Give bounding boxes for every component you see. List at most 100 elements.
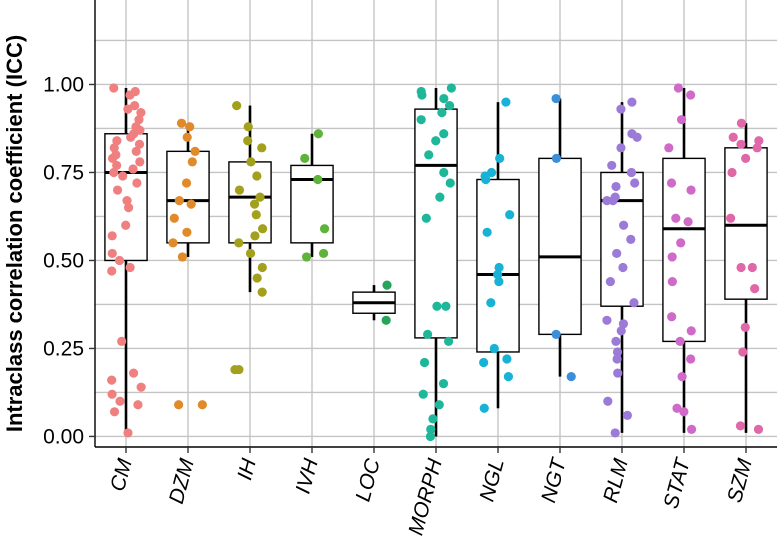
data-point-morph (435, 192, 445, 202)
data-point-rlm (612, 248, 622, 259)
data-point-cm (122, 196, 132, 206)
box-iqr (414, 108, 458, 339)
data-point-ngl (486, 298, 496, 308)
data-point-ih (250, 231, 260, 241)
x-tick-label-cm: CM (106, 456, 137, 494)
data-point-ivh (313, 174, 323, 185)
data-point-ih (257, 262, 267, 273)
data-point-morph (431, 136, 441, 146)
box-loc (352, 285, 396, 321)
data-point-stat (679, 407, 689, 417)
y-axis-ticks: 0.00 0.25 0.50 0.75 1.00 (43, 73, 95, 448)
data-point-rlm (602, 315, 612, 325)
data-point-cm (136, 108, 146, 118)
data-point-ivh (318, 248, 329, 259)
data-point-cm (112, 185, 123, 195)
data-point-stat (667, 252, 677, 262)
data-point-szm (750, 284, 760, 294)
x-tick-label-ih: IH (233, 456, 261, 483)
data-point-szm (752, 143, 762, 153)
data-point-morph (417, 90, 427, 100)
data-point-rlm (605, 276, 615, 287)
data-point-morph (438, 379, 449, 389)
y-tick-label: 0.75 (43, 161, 84, 184)
data-point-szm (735, 421, 746, 431)
data-point-szm (740, 322, 750, 332)
data-point-ih (243, 122, 253, 132)
data-point-rlm (622, 410, 633, 420)
box-iqr (166, 150, 210, 244)
data-point-ih (252, 273, 262, 283)
data-point-dzm (181, 178, 192, 188)
data-point-morph (426, 424, 436, 435)
data-point-rlm (618, 220, 629, 230)
data-point-cm (107, 375, 117, 385)
data-point-szm (747, 262, 757, 273)
x-axis-ticks: CM DZM IH IVH LOC MORPH NGL NGT RLM STAT SZM (106, 447, 757, 538)
data-point-stat (673, 83, 683, 93)
data-point-rlm (612, 347, 623, 357)
data-point-rlm (610, 428, 620, 438)
data-point-cm (117, 336, 127, 347)
data-point-ngl (479, 357, 489, 368)
data-point-morph (439, 129, 449, 139)
data-point-ngt (551, 93, 561, 104)
data-point-stat (686, 354, 696, 364)
data-point-dzm (185, 122, 195, 132)
data-point-ngl (505, 210, 515, 220)
data-point-ih (232, 100, 242, 111)
data-point-morph (444, 100, 455, 111)
data-point-rlm (618, 319, 629, 329)
data-point-dzm (174, 400, 184, 410)
data-point-morph (421, 213, 431, 223)
data-point-stat (666, 178, 677, 188)
data-point-cm (109, 143, 119, 153)
data-point-rlm (603, 396, 613, 406)
data-point-ih (243, 136, 253, 146)
data-point-morph (446, 83, 456, 93)
data-point-ngl (479, 403, 489, 413)
data-point-cm (123, 428, 133, 438)
data-point-cm (128, 368, 139, 378)
data-point-ngt (566, 372, 576, 382)
data-point-szm (736, 262, 746, 273)
data-point-ngl (494, 276, 504, 287)
data-point-cm (123, 104, 133, 114)
box-stat (662, 87, 706, 433)
data-point-morph (444, 336, 454, 347)
data-point-rlm (632, 132, 642, 142)
data-point-cm (107, 389, 117, 399)
data-point-ngl (481, 174, 491, 185)
data-point-cm (109, 83, 119, 93)
data-point-cm (123, 203, 134, 213)
data-point-dzm (190, 146, 200, 156)
data-point-cm (125, 262, 135, 273)
data-point-szm (728, 132, 738, 142)
x-tick-label-rlm: RLM (599, 456, 633, 505)
data-point-stat (676, 115, 687, 125)
data-point-szm (741, 153, 751, 163)
data-point-stat (686, 90, 696, 100)
data-point-rlm (616, 104, 626, 114)
data-point-dzm (182, 132, 192, 142)
data-point-ih (246, 157, 256, 167)
data-point-ngl (501, 97, 511, 107)
data-points (107, 83, 764, 442)
data-point-cm (128, 164, 138, 174)
data-point-szm (726, 213, 736, 223)
data-point-cm (133, 400, 143, 410)
data-point-szm (738, 347, 748, 357)
data-point-morph (416, 115, 426, 125)
data-point-ih (251, 210, 261, 220)
data-point-ngl (489, 343, 499, 354)
data-point-dzm (174, 196, 184, 206)
data-point-cm (135, 157, 145, 167)
x-tick-label-loc: LOC (351, 456, 385, 504)
data-point-stat (676, 238, 686, 248)
data-point-ih (257, 287, 267, 297)
data-point-ih (234, 185, 245, 195)
data-point-cm (125, 90, 135, 100)
data-point-ngl (493, 269, 503, 280)
data-point-ngt (551, 153, 562, 163)
data-point-cm (115, 396, 125, 406)
